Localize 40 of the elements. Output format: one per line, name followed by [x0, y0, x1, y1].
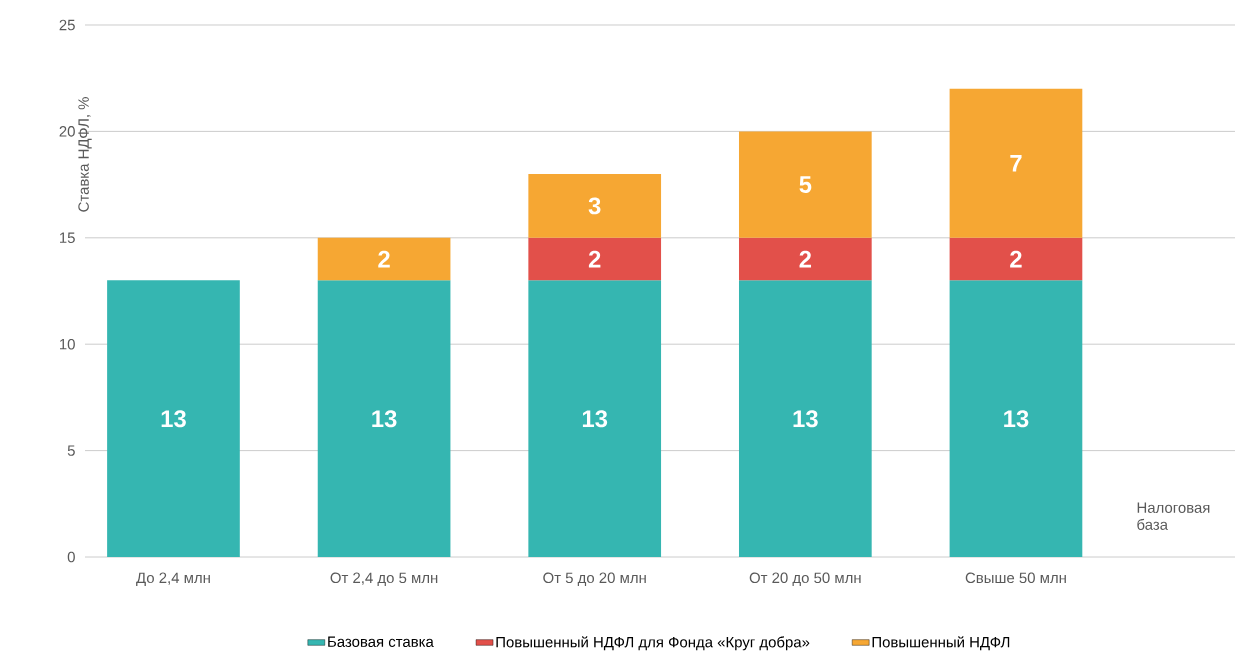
- data-label: 2: [378, 250, 390, 268]
- y-tick-label: 10: [60, 338, 75, 350]
- data-label: 7: [1010, 155, 1022, 172]
- x-tick-label: От 5 до 20 млн: [543, 572, 646, 586]
- bar: [949, 280, 1083, 557]
- data-label: 3: [588, 197, 601, 215]
- bar: [528, 280, 662, 557]
- bar: [317, 237, 451, 281]
- legend-label: Базовая ставка: [328, 636, 434, 648]
- y-tick-label: 5: [67, 445, 75, 456]
- data-label: 13: [793, 410, 818, 428]
- y-axis-title: Ставка НДФЛ, %: [78, 97, 92, 212]
- bar: [738, 131, 872, 238]
- legend-label: Повышенный НДФЛ для Фонда «Круг добра»: [496, 636, 810, 651]
- bar: [528, 237, 662, 281]
- x-tick-label: От 2,4 до 5 млн: [330, 572, 438, 586]
- data-label: 13: [1004, 410, 1029, 428]
- y-tick-label: 25: [59, 19, 75, 31]
- bar: [317, 280, 451, 557]
- bar: [107, 280, 240, 557]
- data-label: 13: [161, 410, 186, 428]
- x-tick-label: Свыше 50 млн: [965, 572, 1066, 584]
- x-tick-label: От 20 до 50 млн: [749, 572, 861, 586]
- bar: [949, 88, 1083, 238]
- bar: [738, 280, 872, 557]
- data-label: 13: [372, 410, 397, 428]
- data-label: 2: [799, 250, 812, 268]
- y-tick-label: 0: [67, 551, 75, 563]
- y-tick-label: 20: [59, 126, 75, 137]
- data-label: 13: [582, 410, 608, 428]
- bar: [738, 237, 872, 281]
- y-tick-label: 15: [60, 232, 75, 244]
- legend-label: Повышенный НДФЛ: [872, 636, 1010, 651]
- bar: [528, 173, 662, 238]
- data-label: 5: [799, 176, 812, 193]
- x-axis-title: Налоговая база: [1137, 502, 1210, 530]
- data-label: 2: [588, 250, 601, 268]
- data-label: 2: [1010, 250, 1022, 268]
- bar: [949, 237, 1083, 281]
- x-tick-label: До 2,4 млн: [136, 572, 210, 586]
